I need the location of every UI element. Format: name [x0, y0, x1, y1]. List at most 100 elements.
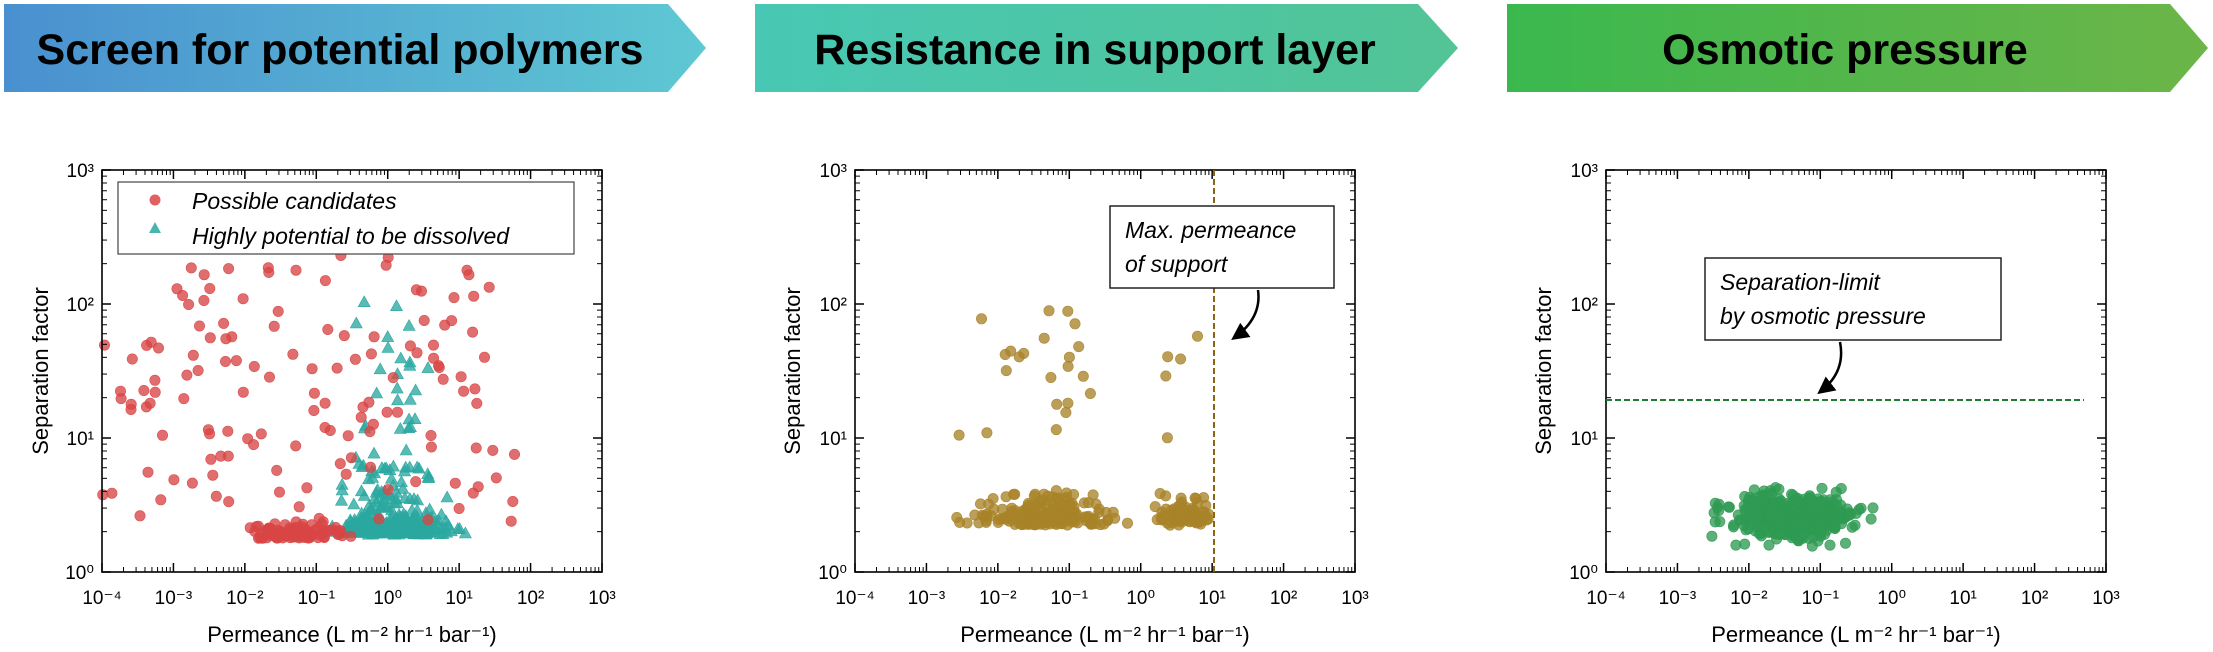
x-axis-title: Permeance (L m⁻² hr⁻¹ bar⁻¹)	[960, 622, 1250, 647]
dissolved-point	[410, 503, 424, 516]
x-tick-label: 10⁻³	[155, 588, 193, 609]
dissolved-point	[410, 460, 424, 473]
osmotic-point	[1742, 523, 1754, 535]
scatter-points-panel-3	[1706, 482, 1879, 552]
x-tick-label: 10⁻¹	[1802, 588, 1840, 609]
x-tick-label: 10⁻⁴	[82, 588, 121, 609]
support-point	[1161, 432, 1173, 444]
candidate-point	[349, 353, 361, 365]
plot-frame	[1605, 169, 2107, 573]
osmotic-point	[1775, 519, 1787, 531]
support-point	[980, 516, 992, 528]
dissolved-point	[434, 507, 448, 520]
osmotic-point	[1732, 509, 1744, 521]
support-point	[1050, 424, 1062, 436]
x-tick-label: 10²	[517, 588, 544, 609]
support-point	[1122, 517, 1134, 529]
candidate-point	[290, 264, 302, 276]
candidate-point	[134, 510, 146, 522]
annotation-line-2: of support	[1125, 251, 1229, 277]
dissolved-point	[399, 443, 413, 456]
dissolved-point	[393, 421, 407, 434]
candidate-point	[345, 452, 357, 464]
candidate-point	[404, 340, 416, 352]
support-point	[1063, 351, 1075, 363]
candidate-point	[415, 285, 427, 297]
y-tick-label: 10¹	[820, 429, 847, 450]
candidate-point	[181, 369, 193, 381]
support-point	[1045, 371, 1057, 383]
candidate-point	[115, 393, 127, 405]
candidate-point	[427, 339, 439, 351]
candidate-point	[410, 476, 422, 488]
y-tick-label: 10³	[820, 161, 847, 182]
legend-marker-candidates	[149, 194, 161, 206]
candidate-point	[145, 336, 157, 348]
candidate-point	[304, 530, 316, 542]
x-axis-title: Permeance (L m⁻² hr⁻¹ bar⁻¹)	[207, 622, 497, 647]
candidate-point	[331, 362, 343, 374]
candidate-point	[322, 323, 334, 335]
support-point	[953, 429, 965, 441]
candidate-point	[478, 351, 490, 363]
osmotic-point	[1804, 491, 1816, 503]
candidate-point	[472, 481, 484, 493]
candidate-point	[365, 348, 377, 360]
candidate-point	[198, 294, 210, 306]
dissolved-point	[418, 521, 432, 534]
osmotic-point	[1768, 499, 1780, 511]
candidate-point	[391, 406, 403, 418]
x-tick-label: 10⁻³	[1659, 588, 1697, 609]
support-point	[1107, 506, 1119, 518]
candidate-point	[373, 513, 385, 525]
dissolved-point	[426, 525, 440, 537]
support-point	[1162, 351, 1174, 363]
y-tick-label: 10⁰	[65, 563, 94, 584]
candidate-point	[263, 266, 275, 278]
annotation-arrow	[1817, 341, 1843, 395]
candidate-point	[207, 469, 219, 481]
support-point	[1067, 507, 1079, 519]
banner-3: Osmotic pressure	[1507, 4, 2208, 92]
candidate-point	[453, 502, 465, 514]
annotation-line-1: Separation-limit	[1720, 269, 1881, 295]
candidate-point	[368, 331, 380, 343]
dissolved-point	[373, 362, 387, 375]
legend-label-candidates: Possible candidates	[192, 188, 397, 214]
osmotic-point	[1739, 538, 1751, 550]
candidate-point	[469, 383, 481, 395]
dissolved-point	[402, 318, 416, 331]
support-point	[975, 313, 987, 325]
support-point	[1038, 332, 1050, 344]
dissolved-point	[409, 383, 423, 396]
x-tick-label: 10⁰	[1877, 588, 1906, 609]
candidate-point	[345, 530, 357, 542]
dissolved-point	[378, 520, 392, 533]
candidate-point	[319, 397, 331, 409]
osmotic-point	[1867, 502, 1879, 514]
candidate-point	[507, 495, 519, 507]
osmotic-point	[1791, 515, 1803, 527]
candidate-point	[487, 444, 499, 456]
support-point	[1093, 506, 1105, 518]
support-point	[1160, 370, 1172, 382]
x-axis-title: Permeance (L m⁻² hr⁻¹ bar⁻¹)	[1711, 622, 2001, 647]
osmotic-point	[1824, 539, 1836, 551]
candidate-point	[263, 371, 275, 383]
support-point	[1006, 514, 1018, 526]
dissolved-point	[381, 330, 395, 342]
candidate-point	[293, 501, 305, 513]
x-tick-label: 10⁻⁴	[835, 588, 874, 609]
x-tick-label: 10¹	[1949, 588, 1976, 609]
x-tick-label: 10⁻¹	[298, 588, 336, 609]
dissolved-point	[422, 470, 436, 482]
candidate-point	[364, 426, 376, 438]
candidate-point	[505, 515, 517, 527]
candidate-point	[202, 424, 214, 436]
candidate-point	[357, 401, 369, 413]
support-point	[1084, 387, 1096, 399]
candidate-point	[338, 330, 350, 342]
candidate-point	[287, 348, 299, 360]
x-tick-label: 10⁻²	[979, 588, 1017, 609]
candidate-point	[382, 484, 394, 496]
